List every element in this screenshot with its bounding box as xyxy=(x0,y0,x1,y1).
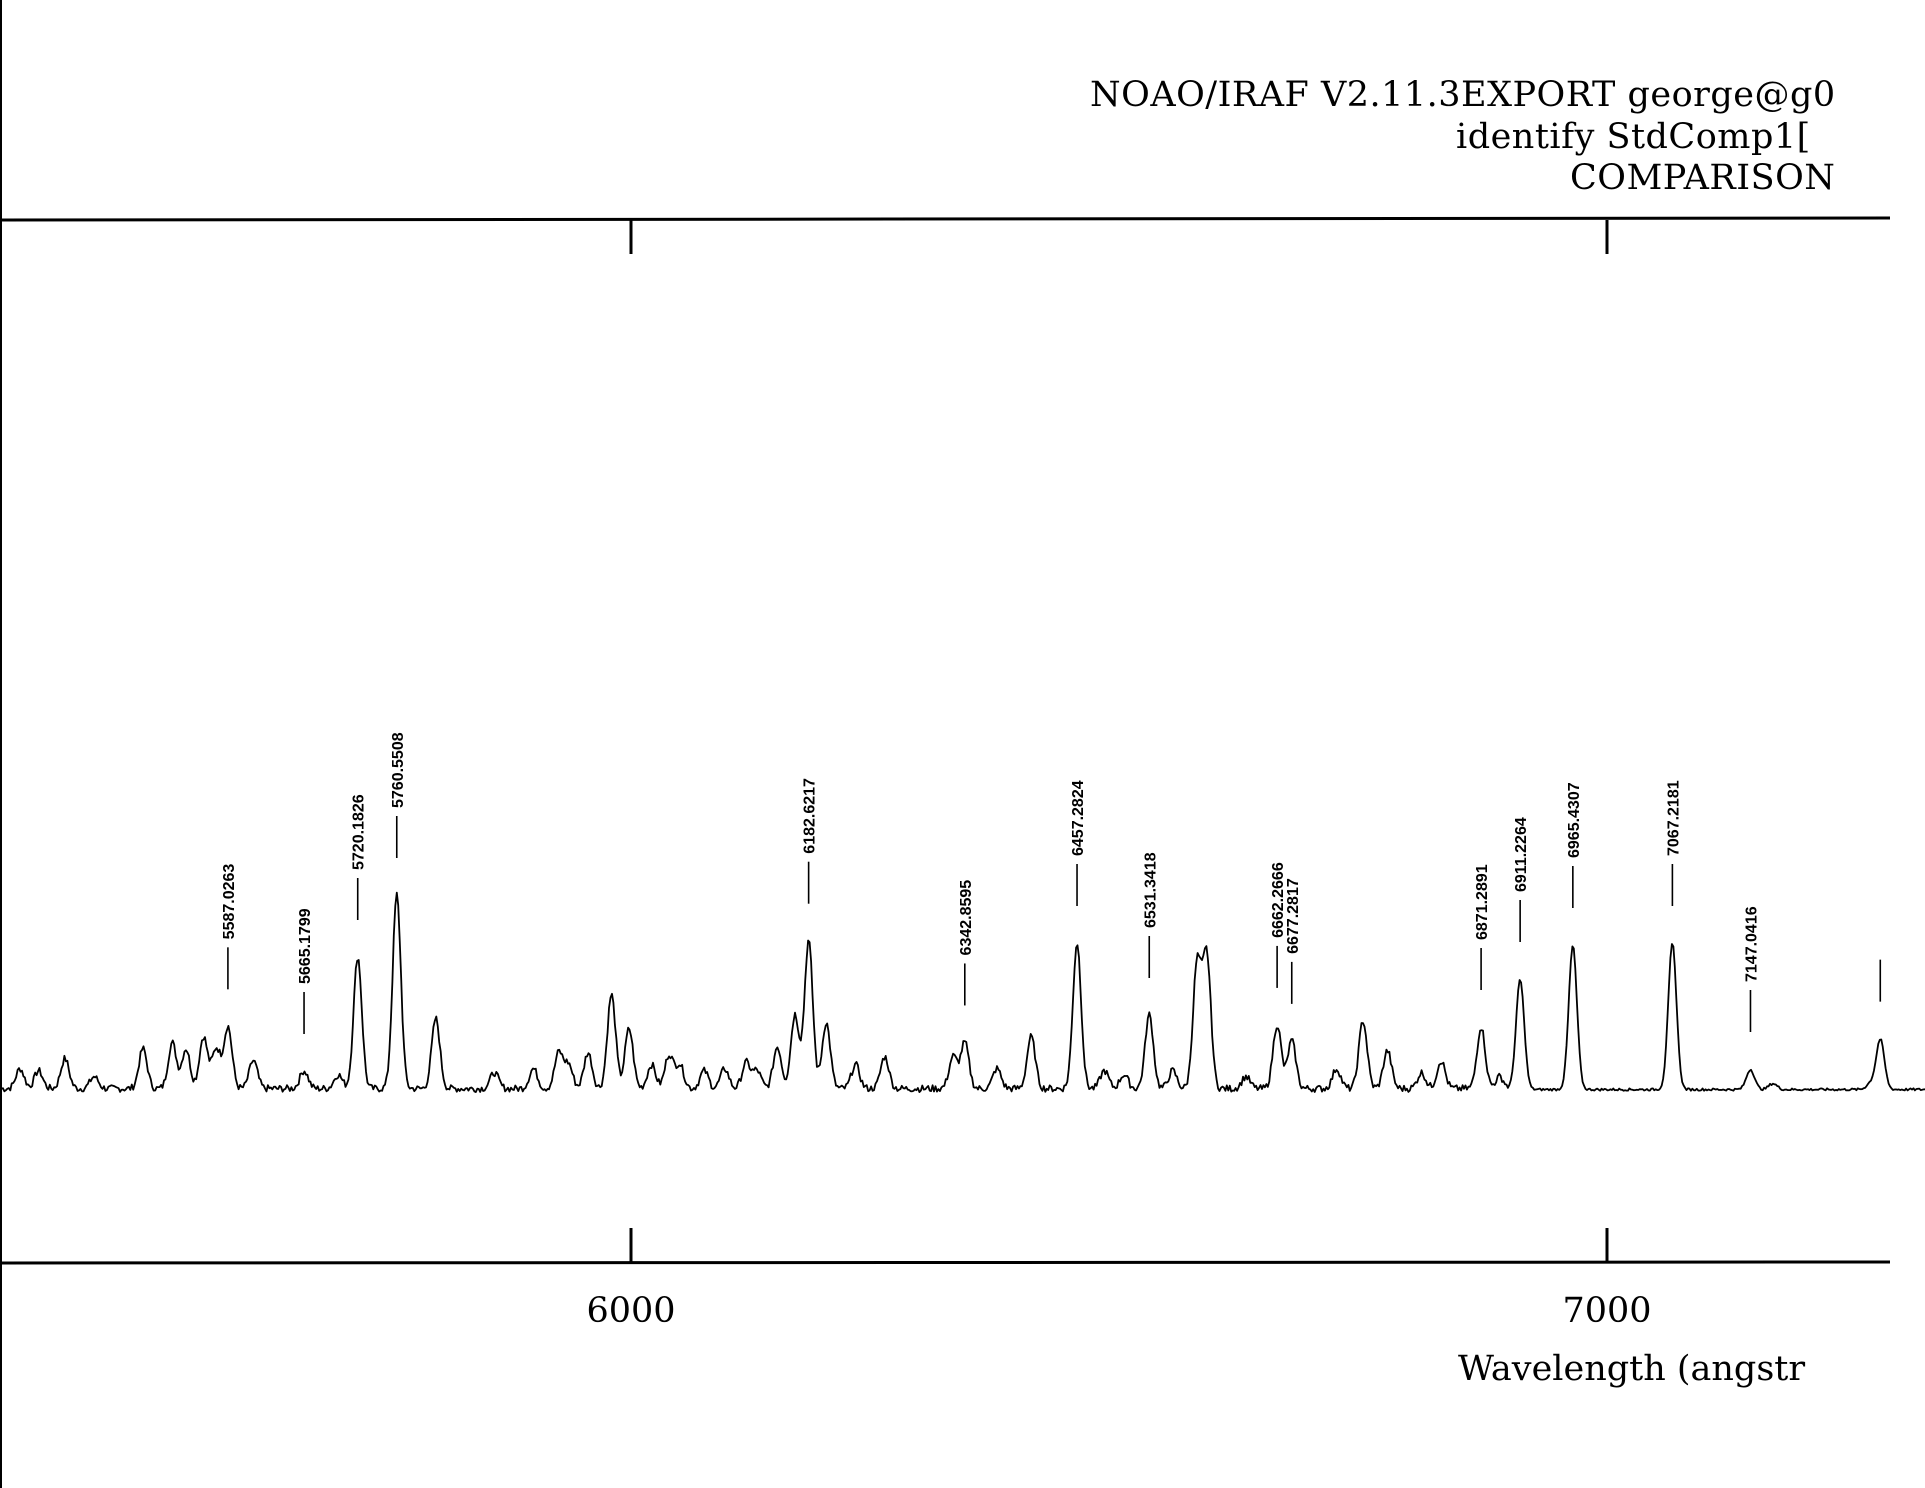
line-label-5760: 5760.5508 xyxy=(390,732,407,808)
line-label-5720: 5720.1826 xyxy=(351,794,368,870)
x-tick-label-7000: 7000 xyxy=(1562,1291,1651,1331)
line-label-6911: 6911.2264 xyxy=(1513,817,1530,892)
line-label-6182: 6182.6217 xyxy=(802,778,819,854)
line-label-5587: 5587.0263 xyxy=(221,864,238,940)
line-label-6871: 6871.2891 xyxy=(1474,864,1491,940)
plot-bottom-axis xyxy=(0,1260,1891,1265)
x-axis-label: Wavelength (angstr xyxy=(1458,1349,1805,1389)
line-label-6662: 6662.2666 xyxy=(1270,862,1287,938)
line-label-7067: 7067.2181 xyxy=(1665,780,1682,856)
line-label-5665: 5665.1799 xyxy=(297,908,314,984)
x-tick-label-6000: 6000 xyxy=(586,1291,675,1331)
spectrum-line xyxy=(1,891,1925,1093)
line-label-6965: 6965.4307 xyxy=(1566,782,1583,858)
line-label-6342: 6342.8595 xyxy=(958,880,975,956)
line-id-markers: 5587.0263 5665.1799 5720.1826 5760.5508 6182… xyxy=(221,732,1882,1034)
x-tick-labels: 6000 7000 xyxy=(586,1291,1651,1331)
line-label-6531: 6531.3418 xyxy=(1142,852,1159,928)
line-label-6677: 6677.2817 xyxy=(1285,878,1302,954)
plot-top-axis xyxy=(0,216,1891,222)
axis-ticks xyxy=(629,220,1609,1262)
line-label-7147: 7147.0416 xyxy=(1743,906,1760,982)
line-label-6457: 6457.2824 xyxy=(1070,780,1087,856)
header-line-3: COMPARISON xyxy=(1570,158,1836,198)
header-line-1: NOAO/IRAF V2.11.3EXPORT george@g0 xyxy=(1090,75,1836,115)
header-line-2: identify StdComp1[ xyxy=(1456,117,1811,157)
